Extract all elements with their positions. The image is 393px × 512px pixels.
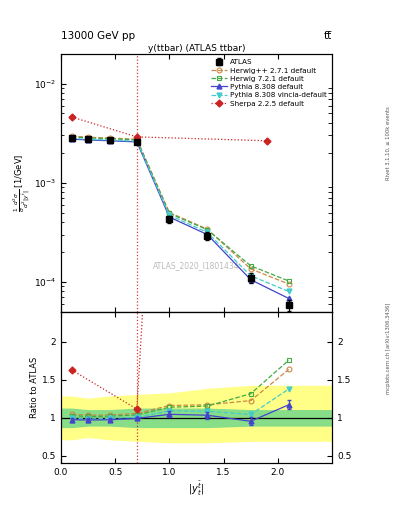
Y-axis label: $\frac{1}{\sigma}\frac{d^2\sigma}{d^2|y^{\bar{t}}|}$ [1/GeV]: $\frac{1}{\sigma}\frac{d^2\sigma}{d^2|y^… [11, 154, 32, 212]
Pythia 8.308 default [86, 137, 90, 143]
Pythia 8.308 vincia-default [86, 136, 90, 142]
Line: Pythia 8.308 vincia-default: Pythia 8.308 vincia-default [69, 136, 291, 294]
Herwig 7.2.1 default [205, 227, 210, 233]
Sherpa 2.2.5 default [70, 114, 74, 120]
Pythia 8.308 vincia-default [134, 138, 139, 144]
Herwig 7.2.1 default [86, 135, 90, 141]
Herwig++ 2.7.1 default [167, 209, 172, 216]
Legend: ATLAS, Herwig++ 2.7.1 default, Herwig 7.2.1 default, Pythia 8.308 default, Pythi: ATLAS, Herwig++ 2.7.1 default, Herwig 7.… [209, 57, 329, 108]
Text: Rivet 3.1.10, ≥ 100k events: Rivet 3.1.10, ≥ 100k events [386, 106, 391, 180]
Herwig++ 2.7.1 default [107, 135, 112, 141]
Herwig 7.2.1 default [107, 136, 112, 142]
Text: ATLAS_2020_I1801434: ATLAS_2020_I1801434 [153, 261, 240, 270]
Line: Pythia 8.308 default: Pythia 8.308 default [69, 137, 291, 301]
Herwig 7.2.1 default [248, 263, 253, 269]
Pythia 8.308 default [205, 231, 210, 238]
Herwig++ 2.7.1 default [205, 226, 210, 232]
Herwig 7.2.1 default [286, 278, 291, 284]
Pythia 8.308 default [134, 139, 139, 145]
Line: Herwig++ 2.7.1 default: Herwig++ 2.7.1 default [69, 134, 291, 286]
Pythia 8.308 vincia-default [286, 288, 291, 294]
Pythia 8.308 vincia-default [167, 212, 172, 218]
Pythia 8.308 vincia-default [107, 137, 112, 143]
Pythia 8.308 vincia-default [248, 273, 253, 279]
Herwig++ 2.7.1 default [70, 133, 74, 139]
Text: 13000 GeV pp: 13000 GeV pp [61, 31, 135, 41]
Herwig 7.2.1 default [70, 134, 74, 140]
Pythia 8.308 vincia-default [205, 229, 210, 236]
Sherpa 2.2.5 default [264, 138, 269, 144]
Pythia 8.308 default [286, 295, 291, 302]
Y-axis label: Ratio to ATLAS: Ratio to ATLAS [30, 357, 39, 418]
Herwig++ 2.7.1 default [86, 134, 90, 140]
Text: mcplots.cern.ch [arXiv:1306.3436]: mcplots.cern.ch [arXiv:1306.3436] [386, 303, 391, 394]
Herwig 7.2.1 default [167, 210, 172, 217]
Pythia 8.308 default [167, 214, 172, 220]
Herwig 7.2.1 default [134, 137, 139, 143]
Herwig++ 2.7.1 default [248, 266, 253, 272]
Title: y(ttbar) (ATLAS ttbar): y(ttbar) (ATLAS ttbar) [148, 44, 245, 53]
Text: tt̅: tt̅ [324, 31, 332, 41]
X-axis label: $|y^{\bar{t}}_{t}|$: $|y^{\bar{t}}_{t}|$ [188, 480, 205, 498]
Line: Sherpa 2.2.5 default: Sherpa 2.2.5 default [69, 115, 270, 143]
Sherpa 2.2.5 default [134, 134, 139, 140]
Pythia 8.308 vincia-default [70, 135, 74, 141]
Pythia 8.308 default [70, 136, 74, 142]
Herwig++ 2.7.1 default [134, 136, 139, 142]
Herwig++ 2.7.1 default [286, 281, 291, 287]
Pythia 8.308 default [107, 138, 112, 144]
Line: Herwig 7.2.1 default: Herwig 7.2.1 default [69, 135, 291, 284]
Pythia 8.308 default [248, 276, 253, 283]
